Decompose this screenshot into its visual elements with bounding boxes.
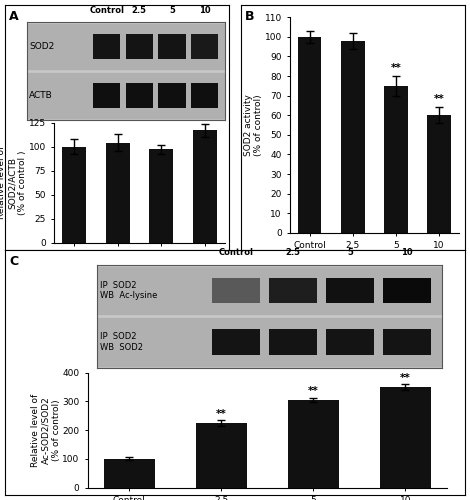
Text: A: A	[9, 10, 19, 23]
Text: B: B	[245, 10, 255, 23]
Text: C: C	[9, 255, 18, 268]
